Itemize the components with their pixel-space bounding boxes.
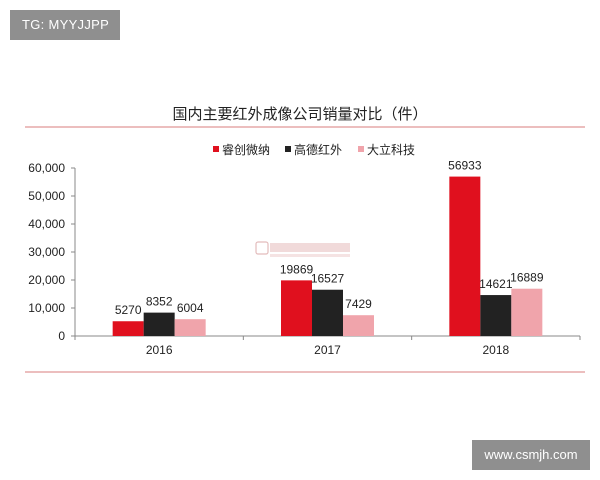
y-tick-label: 30,000	[28, 245, 65, 259]
x-tick-label: 2018	[482, 343, 509, 357]
y-tick-label: 60,000	[28, 161, 65, 175]
y-tick-label: 10,000	[28, 301, 65, 315]
chart-watermark	[255, 241, 350, 257]
data-label: 14621	[479, 277, 513, 291]
bar	[343, 315, 374, 336]
legend-label: 大立科技	[367, 142, 415, 157]
y-tick-label: 50,000	[28, 189, 65, 203]
tag-watermark: TG: MYYJJPP	[10, 10, 120, 40]
legend-swatch	[213, 146, 219, 152]
x-tick-label: 2016	[146, 343, 173, 357]
bar	[480, 295, 512, 336]
legend-swatch	[285, 146, 291, 152]
data-label: 56933	[448, 159, 482, 173]
chart-title: 国内主要红外成像公司销量对比（件）	[172, 105, 427, 123]
data-label: 8352	[146, 295, 173, 309]
legend-label: 高德红外	[294, 142, 342, 157]
bar	[174, 319, 206, 336]
data-label: 16889	[510, 271, 544, 285]
data-label: 19869	[280, 262, 314, 276]
bar	[112, 321, 144, 336]
bar	[449, 176, 481, 336]
y-tick-label: 0	[58, 329, 65, 343]
axes: 0 10,000 20,000 30,000 40,000 50,000 60,000 201…	[28, 161, 581, 357]
bar	[281, 280, 312, 336]
y-tick-label: 40,000	[28, 217, 65, 231]
legend-swatch	[358, 146, 364, 152]
data-label: 16527	[311, 272, 345, 286]
y-tick-label: 20,000	[28, 273, 65, 287]
legend-label: 睿创微纳	[222, 142, 270, 157]
bar	[143, 312, 175, 336]
x-tick-label: 2017	[314, 343, 341, 357]
legend: 睿创微纳 高德红外 大立科技	[213, 142, 415, 157]
bars	[112, 176, 543, 336]
bar	[312, 289, 343, 336]
url-watermark: www.csmjh.com	[472, 440, 590, 470]
data-label: 7429	[345, 297, 372, 311]
data-label: 6004	[177, 301, 204, 315]
bar	[511, 288, 543, 336]
data-label: 5270	[115, 303, 142, 317]
